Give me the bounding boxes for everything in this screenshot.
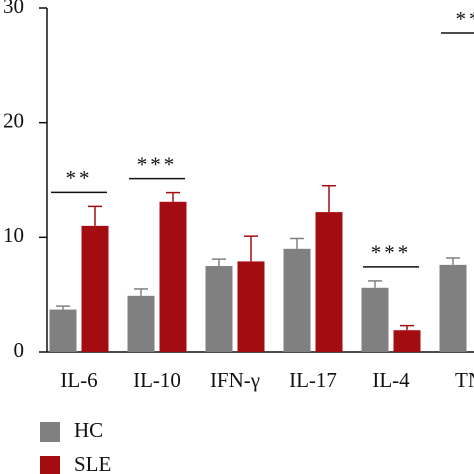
bar (49, 309, 77, 352)
bar (315, 212, 343, 352)
bar (439, 264, 467, 352)
legend-swatch (40, 422, 60, 442)
bar (81, 225, 109, 352)
y-tick-label: 30 (3, 0, 24, 18)
significance-label: ** (456, 7, 474, 31)
y-tick-label: 0 (14, 338, 25, 362)
legend-label: SLE (74, 452, 111, 474)
y-tick-label: 10 (3, 223, 24, 247)
significance-label: *** (371, 241, 412, 265)
bar (361, 287, 389, 352)
significance-label: *** (137, 152, 178, 176)
bar (205, 266, 233, 352)
x-tick-label: IL-10 (133, 368, 181, 392)
y-tick-label: 20 (3, 108, 24, 132)
x-tick-label: IL-4 (372, 368, 410, 392)
significance-label: ** (66, 166, 93, 190)
legend-label: HC (74, 418, 103, 442)
legend-swatch (40, 456, 60, 474)
bar (237, 261, 265, 352)
bar (393, 330, 421, 352)
bar (127, 295, 155, 352)
bar (159, 201, 187, 352)
x-tick-label: IL-17 (289, 368, 337, 392)
x-tick-label: IFN-γ (210, 368, 260, 392)
x-tick-label: TN (455, 368, 474, 392)
bar (283, 248, 311, 352)
x-tick-label: IL-6 (60, 368, 97, 392)
